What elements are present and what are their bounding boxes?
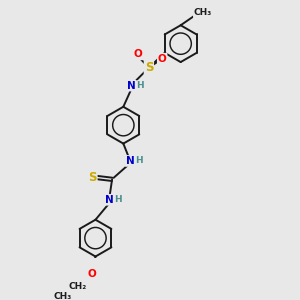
Text: N: N	[126, 156, 134, 166]
Text: CH₃: CH₃	[53, 292, 71, 300]
Text: N: N	[127, 81, 135, 91]
Text: CH₃: CH₃	[194, 8, 212, 17]
Text: H: H	[135, 156, 142, 165]
Text: S: S	[88, 171, 97, 184]
Text: O: O	[158, 54, 167, 64]
Text: N: N	[105, 195, 113, 205]
Text: CH₂: CH₂	[68, 282, 87, 291]
Text: O: O	[134, 50, 142, 59]
Text: H: H	[136, 81, 143, 90]
Text: H: H	[114, 195, 122, 204]
Text: S: S	[145, 61, 153, 74]
Text: O: O	[87, 269, 96, 279]
